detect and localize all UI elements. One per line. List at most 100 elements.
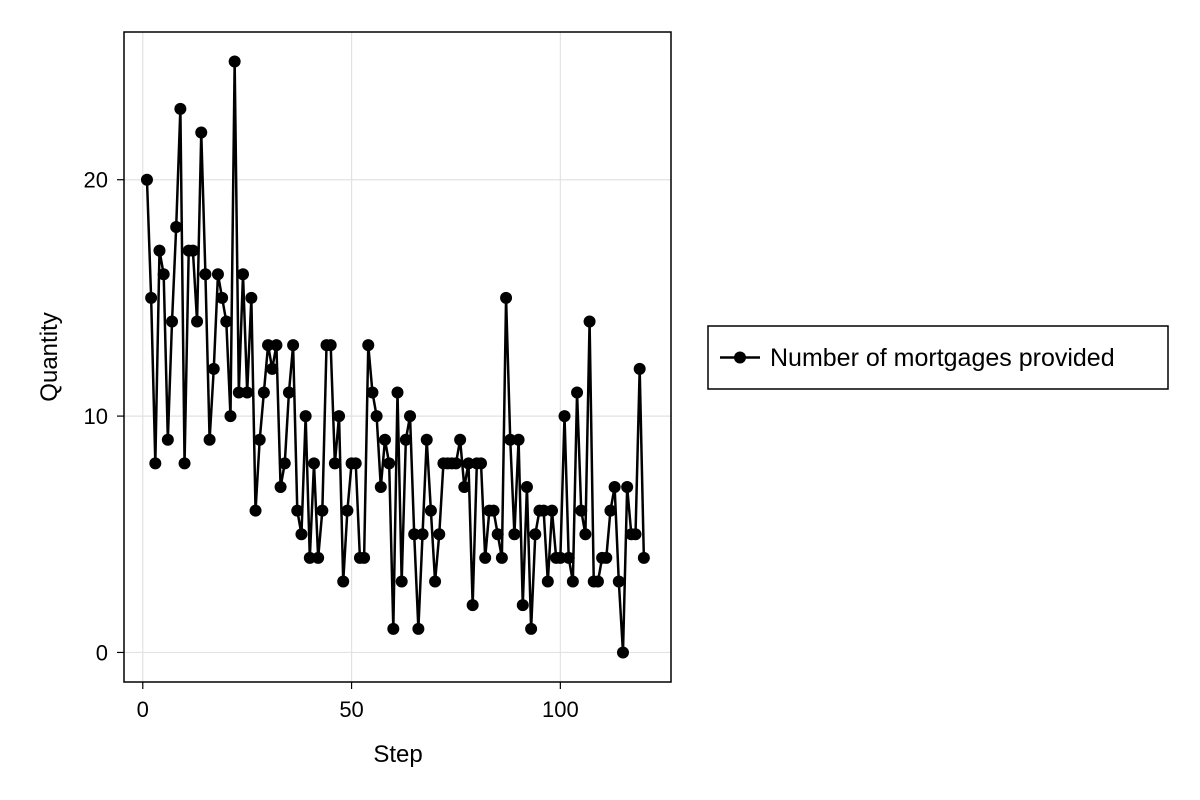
data-point	[399, 433, 412, 446]
y-axis-title: Quantity	[36, 312, 63, 401]
data-point	[629, 528, 642, 541]
data-point	[612, 575, 625, 588]
data-point	[558, 410, 571, 423]
data-point	[262, 339, 275, 352]
data-point	[153, 244, 166, 257]
data-point	[299, 410, 312, 423]
data-point	[161, 433, 174, 446]
data-point	[633, 362, 646, 375]
data-point	[516, 599, 529, 612]
plot-frame	[123, 31, 672, 683]
data-point	[458, 481, 471, 493]
data-point	[508, 528, 521, 541]
data-point	[307, 457, 320, 470]
data-point	[145, 291, 158, 304]
legend-label: Number of mortgages provided	[770, 344, 1115, 372]
data-point	[433, 528, 446, 541]
data-point	[591, 575, 604, 588]
x-tick-label: 100	[542, 697, 579, 722]
data-point	[608, 481, 621, 493]
data-point	[257, 386, 270, 399]
data-point	[140, 173, 153, 186]
data-point	[579, 528, 592, 541]
data-point	[266, 362, 279, 375]
data-point	[546, 504, 558, 517]
data-point	[191, 315, 204, 328]
data-point	[287, 339, 300, 352]
data-point	[378, 433, 391, 446]
data-point	[166, 315, 179, 328]
data-point	[324, 339, 337, 352]
data-point	[228, 55, 241, 68]
data-point	[449, 457, 462, 470]
data-point	[358, 551, 371, 564]
data-point	[462, 457, 475, 470]
data-point	[270, 339, 283, 352]
data-point	[207, 362, 220, 375]
data-point	[237, 268, 249, 281]
data-point	[241, 386, 254, 399]
data-point	[566, 575, 579, 588]
data-point	[274, 481, 287, 493]
data-point	[466, 599, 479, 612]
data-point	[253, 433, 266, 446]
data-point	[149, 457, 162, 470]
data-point	[583, 315, 596, 328]
data-point	[312, 551, 325, 564]
data-point	[203, 433, 216, 446]
data-point	[366, 386, 379, 399]
data-point	[174, 102, 187, 115]
data-point	[224, 410, 237, 423]
data-point	[216, 291, 229, 304]
data-point	[383, 457, 396, 470]
data-point	[520, 481, 533, 493]
data-point	[600, 551, 613, 564]
data-point	[395, 575, 408, 588]
data-point	[282, 386, 295, 399]
data-point	[420, 433, 433, 446]
data-point	[416, 528, 429, 541]
x-tick-label: 0	[137, 697, 149, 722]
data-point	[454, 433, 467, 446]
data-point	[562, 551, 575, 564]
data-point	[412, 622, 425, 635]
x-tick-label: 50	[339, 697, 363, 722]
data-point	[295, 528, 308, 541]
data-point	[512, 433, 525, 446]
data-point	[374, 481, 387, 493]
data-point	[333, 410, 346, 423]
x-axis-title: Step	[373, 741, 422, 768]
data-point	[337, 575, 350, 588]
data-point	[178, 457, 191, 470]
data-point	[537, 504, 550, 517]
data-point	[541, 575, 554, 588]
data-point	[571, 386, 584, 399]
legend-point-marker	[734, 351, 746, 364]
data-point	[316, 504, 329, 517]
y-tick-label: 0	[96, 640, 108, 665]
data-point	[408, 528, 421, 541]
data-point	[575, 504, 588, 517]
data-point	[500, 291, 513, 304]
data-point	[370, 410, 383, 423]
data-point	[199, 268, 212, 281]
data-point	[529, 528, 542, 541]
data-point	[157, 268, 170, 281]
data-point	[170, 221, 183, 233]
data-point	[491, 528, 504, 541]
data-point	[554, 551, 567, 564]
legend-box	[707, 325, 1169, 390]
data-point	[387, 622, 400, 635]
data-point	[328, 457, 341, 470]
y-tick-label: 10	[84, 404, 108, 429]
data-point	[404, 410, 417, 423]
data-point	[249, 504, 262, 517]
data-point	[479, 551, 492, 564]
data-point	[349, 457, 362, 470]
y-tick-label: 20	[84, 168, 108, 193]
data-point	[525, 622, 538, 635]
data-point	[220, 315, 233, 328]
series-layer	[140, 55, 650, 659]
data-point	[504, 433, 517, 446]
data-point	[391, 386, 404, 399]
